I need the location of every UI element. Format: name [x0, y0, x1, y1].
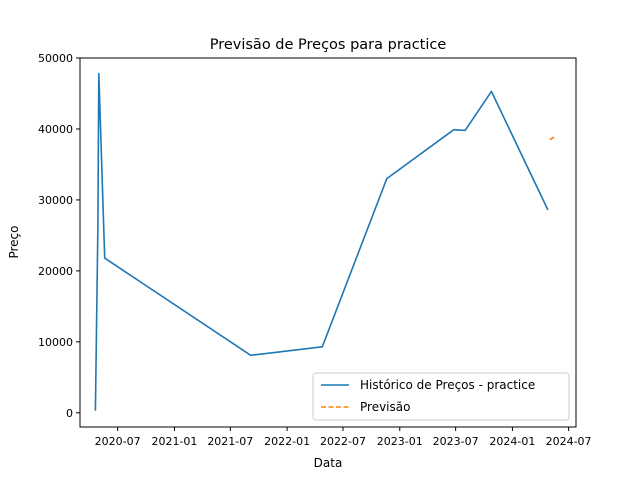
- x-axis-label: Data: [314, 456, 343, 470]
- plot-area: [80, 58, 576, 427]
- x-tick-label: 2022-07: [320, 435, 366, 448]
- forecast-series-line: [549, 135, 557, 141]
- history-series-line: [94, 72, 549, 411]
- y-tick-label: 20000: [38, 265, 73, 278]
- y-tick-label: 30000: [38, 194, 73, 207]
- y-tick-label: 0: [66, 407, 73, 420]
- plot-frame: [79, 57, 577, 428]
- legend-box: [312, 372, 570, 421]
- y-axis: 0 10000 20000 30000 40000 50000: [38, 52, 80, 420]
- y-tick-label: 40000: [38, 123, 73, 136]
- legend-label: Previsão: [360, 400, 410, 414]
- chart-title: Previsão de Preços para practice: [210, 37, 447, 53]
- x-tick-label: 2020-07: [95, 435, 141, 448]
- x-tick-label: 2024-07: [546, 435, 592, 448]
- y-tick-label: 50000: [38, 52, 73, 65]
- x-tick-label: 2021-01: [151, 435, 197, 448]
- legend-label: Histórico de Preços - practice: [360, 378, 535, 392]
- legend: Histórico de Preços - practice Previsão: [312, 372, 570, 421]
- y-tick-label: 10000: [38, 336, 73, 349]
- y-axis-label: Preço: [7, 225, 21, 258]
- x-tick-label: 2024-01: [489, 435, 535, 448]
- x-tick-label: 2021-07: [207, 435, 253, 448]
- series-layer: [94, 72, 557, 411]
- x-axis: 2020-07 2021-01 2021-07 2022-01 2022-07 2023-…: [95, 427, 592, 448]
- x-tick-label: 2022-01: [264, 435, 310, 448]
- x-tick-label: 2023-07: [433, 435, 479, 448]
- x-tick-label: 2023-01: [377, 435, 423, 448]
